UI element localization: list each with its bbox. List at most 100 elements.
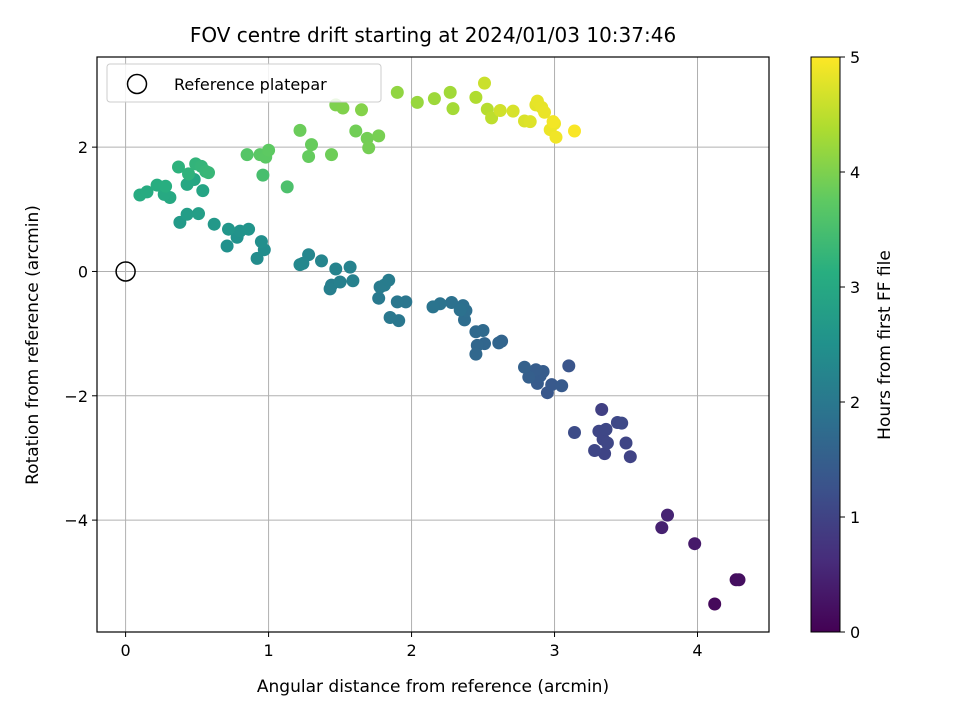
plot-frame (96, 56, 770, 633)
colorbar-tick-label: 5 (850, 48, 860, 67)
data-point (333, 275, 347, 289)
data-point (562, 359, 576, 373)
data-point (555, 379, 569, 393)
y-ticks: −4 −2 0 2 (64, 138, 97, 530)
data-point (443, 85, 457, 99)
reference-marker-layer (115, 261, 136, 282)
colorbar-label: Hours from first FF file (875, 250, 895, 440)
data-point (220, 239, 234, 253)
data-point (192, 207, 205, 221)
data-point (549, 130, 563, 144)
data-point (323, 282, 337, 296)
data-point (410, 95, 424, 109)
colorbar-tick-label: 0 (850, 623, 860, 642)
chart-title: FOV centre drift starting at 2024/01/03 … (190, 23, 676, 47)
data-point (196, 184, 210, 198)
x-ticks: 0 1 2 3 4 (121, 632, 703, 660)
data-point (336, 101, 350, 115)
data-point (346, 274, 360, 288)
reference-platepar-marker (115, 261, 136, 282)
y-tick-label: −4 (64, 511, 88, 530)
data-point (240, 148, 254, 162)
data-point (600, 436, 614, 450)
data-point (615, 416, 629, 430)
data-point (619, 436, 633, 450)
data-point (732, 573, 746, 587)
data-point (180, 207, 194, 221)
data-point (390, 85, 404, 99)
data-point (518, 360, 531, 374)
data-point (355, 103, 368, 117)
data-point (262, 143, 276, 157)
data-point (538, 105, 551, 119)
data-point (250, 251, 264, 265)
data-point (315, 254, 328, 268)
data-point (453, 303, 467, 317)
data-point (159, 179, 173, 193)
data-point (655, 521, 669, 535)
x-tick-label: 4 (692, 641, 702, 660)
colorbar-tick-label: 4 (850, 163, 860, 182)
data-point (546, 115, 560, 129)
data-point (293, 258, 307, 272)
data-point (325, 148, 338, 162)
colorbar-tick-label: 3 (850, 278, 860, 297)
legend-label: Reference platepar (174, 75, 327, 94)
data-point (207, 217, 221, 231)
legend: Reference platepar (106, 63, 382, 103)
data-point (182, 167, 195, 181)
data-point (599, 422, 613, 436)
legend-marker (126, 73, 148, 95)
data-point (242, 222, 256, 236)
data-point (329, 262, 343, 276)
data-point (688, 537, 702, 551)
data-point (485, 111, 499, 125)
data-point (202, 166, 215, 180)
data-point (349, 124, 363, 138)
data-point (492, 336, 506, 350)
colorbar-tick-label: 1 (850, 508, 860, 527)
data-point (222, 222, 235, 236)
data-point (427, 92, 441, 106)
data-point (140, 185, 154, 199)
data-point (476, 324, 490, 337)
data-point (595, 403, 609, 416)
data-point (372, 129, 386, 143)
data-point (506, 104, 520, 118)
data-point (180, 177, 194, 191)
legend-box (106, 63, 382, 103)
data-point (623, 450, 637, 464)
data-point (382, 273, 396, 287)
x-tick-label: 3 (549, 641, 559, 660)
y-axis-label: Rotation from reference (arcmin) (23, 205, 43, 485)
data-point (256, 168, 270, 182)
y-tick-label: −2 (64, 387, 88, 406)
data-point (469, 90, 483, 104)
data-point (305, 138, 318, 152)
data-point (280, 180, 294, 194)
data-point (445, 296, 459, 309)
data-point (293, 123, 307, 137)
data-point (343, 260, 357, 274)
data-point (446, 102, 460, 116)
data-point (469, 347, 483, 361)
data-point (708, 597, 722, 611)
data-point (568, 426, 581, 439)
data-point (598, 447, 612, 461)
data-point (362, 141, 376, 155)
data-point (493, 104, 507, 117)
y-tick-label: 2 (78, 138, 88, 157)
data-point (383, 311, 397, 324)
data-point (545, 378, 559, 392)
x-tick-label: 2 (406, 641, 416, 660)
data-point (426, 300, 440, 314)
y-tick-label: 0 (78, 262, 88, 281)
data-point (568, 124, 581, 138)
data-point (302, 150, 316, 163)
data-point (661, 508, 674, 522)
data-point (372, 291, 386, 305)
data-point (390, 295, 404, 309)
colorbar-gradient (810, 56, 841, 633)
points-layer (133, 76, 746, 611)
